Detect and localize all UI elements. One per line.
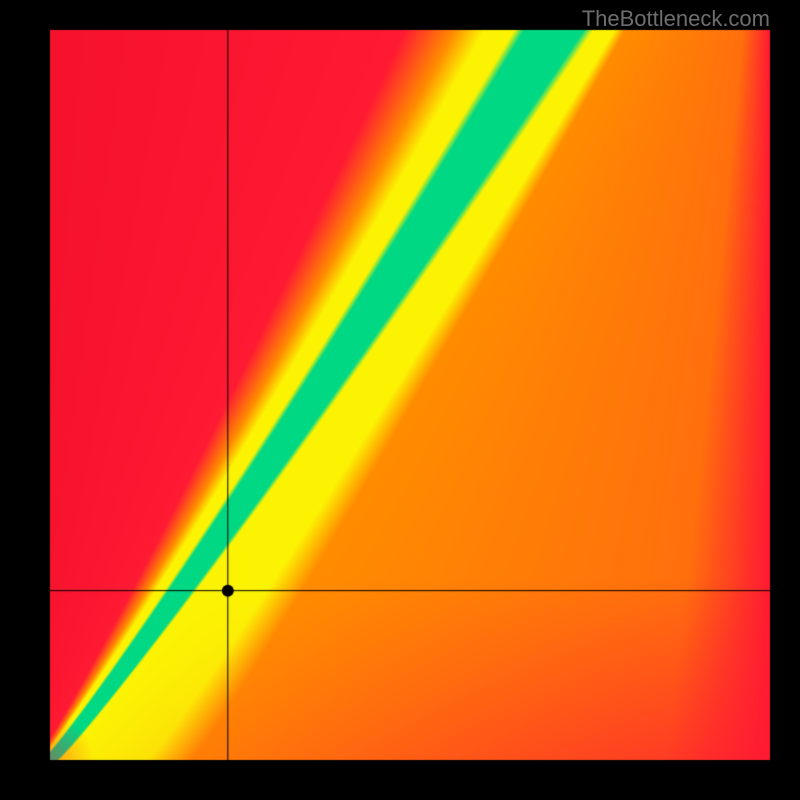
watermark-text: TheBottleneck.com [582, 6, 770, 32]
chart-container: TheBottleneck.com [0, 0, 800, 800]
bottleneck-heatmap [0, 0, 800, 800]
